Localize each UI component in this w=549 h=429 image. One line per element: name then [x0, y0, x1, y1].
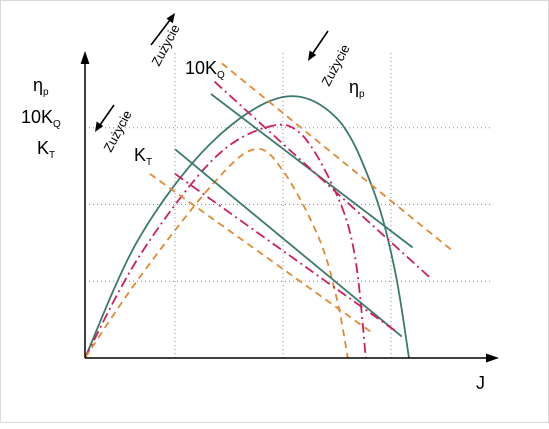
y-axis-label-kt: KT [37, 138, 55, 161]
wear-label-kt: Zużycie [100, 108, 134, 155]
series-kt-teal-line [174, 148, 403, 338]
series-eta-orange-line [84, 147, 349, 359]
y-axis-label-eta: ηp [33, 75, 49, 98]
series-lines [84, 62, 453, 359]
series-q-teal-line [210, 93, 414, 249]
series-eta-teal-line [84, 95, 410, 359]
axes [80, 51, 499, 363]
series-kt-orange-line [149, 173, 374, 335]
series-kt-magenta-line [174, 173, 396, 332]
wear-arrow-top [150, 13, 175, 46]
y-axis-label-kq: 10KQ [21, 107, 61, 130]
x-axis-label: J [476, 373, 485, 393]
wear-label-top: Zużycie [148, 22, 182, 69]
y-axis-arrowhead [80, 51, 90, 64]
curve-label-kq: 10KQ [185, 58, 225, 81]
x-axis-arrowhead [486, 353, 499, 363]
series-q-magenta-line [213, 81, 432, 279]
curve-label-eta: ηp [349, 77, 365, 100]
curve-label-kt: KT [134, 145, 152, 168]
wear-label-eta: Zużycie [318, 42, 352, 89]
wear-arrow-kt [95, 104, 115, 132]
series-eta-magenta-line [84, 123, 367, 359]
series-q-orange-line [221, 62, 453, 252]
wear-arrow-eta [308, 30, 329, 61]
